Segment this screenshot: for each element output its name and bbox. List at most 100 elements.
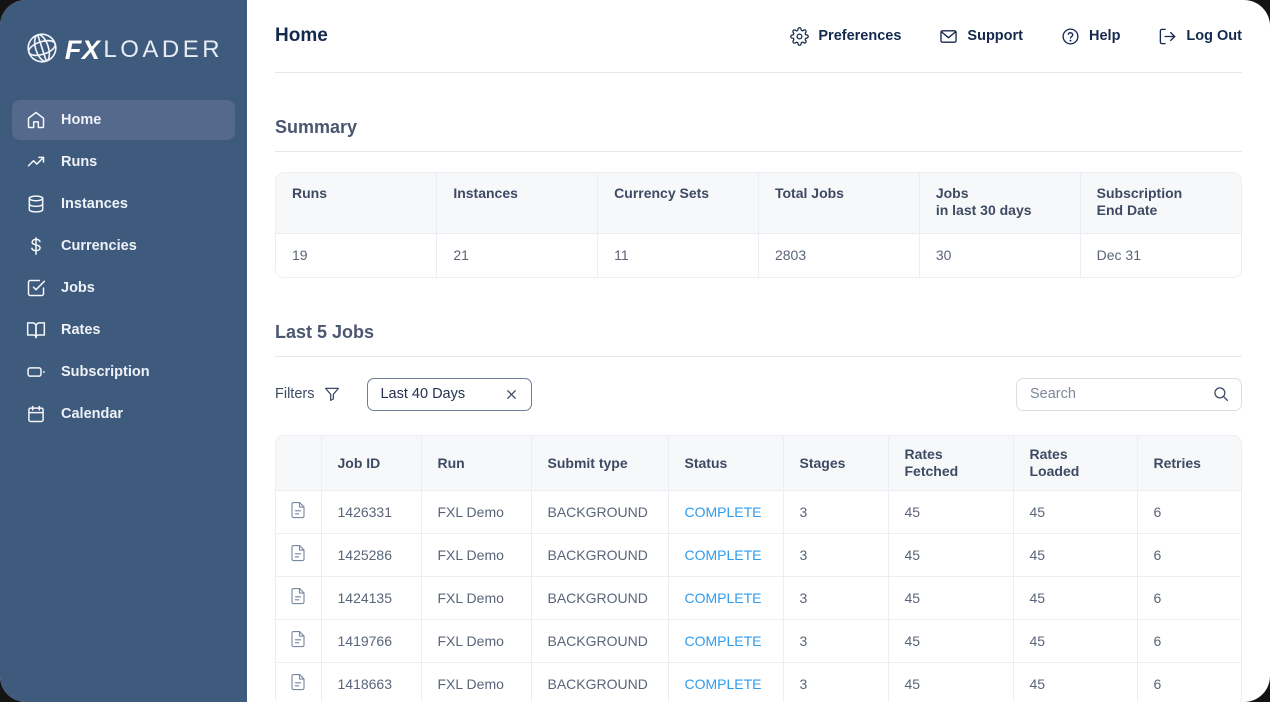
cell-retries: 6 — [1137, 620, 1242, 663]
top-bar: Home Preferences Support Help Log Out — [275, 0, 1242, 73]
cell-stages: 3 — [783, 491, 888, 534]
search-icon[interactable] — [1212, 385, 1230, 403]
cell-submit-type: BACKGROUND — [531, 620, 668, 663]
cell-rates-fetched: 45 — [888, 491, 1013, 534]
database-icon — [26, 194, 46, 214]
cell-stages: 3 — [783, 534, 888, 577]
sidebar-item-home[interactable]: Home — [12, 100, 235, 140]
search-box — [1016, 378, 1242, 411]
cell-rates-loaded: 45 — [1013, 620, 1137, 663]
filter-icon[interactable] — [323, 385, 341, 403]
dollar-icon — [26, 236, 46, 256]
job-log-cell[interactable] — [276, 534, 321, 577]
summary-value: 30 — [919, 234, 1080, 278]
brand-logo[interactable]: FX LOADER — [12, 28, 235, 72]
cell-rates-loaded: 45 — [1013, 491, 1137, 534]
cell-submit-type: BACKGROUND — [531, 663, 668, 702]
job-log-cell[interactable] — [276, 577, 321, 620]
sidebar: FX LOADER Home Runs Instances Currencies Job… — [0, 0, 247, 702]
summary-heading: Summary — [275, 115, 1242, 152]
sidebar-item-instances[interactable]: Instances — [12, 184, 235, 224]
cell-status[interactable]: COMPLETE — [668, 534, 783, 577]
table-row[interactable]: 1424135FXL DemoBACKGROUNDCOMPLETE345456 — [276, 577, 1242, 620]
cell-run: FXL Demo — [421, 534, 531, 577]
file-text-icon — [289, 673, 307, 691]
log-out-button[interactable]: Log Out — [1158, 27, 1242, 46]
jobs-col-header-rates-loaded: Rates Loaded — [1013, 436, 1137, 491]
cell-status[interactable]: COMPLETE — [668, 491, 783, 534]
sidebar-item-subscription[interactable]: Subscription — [12, 352, 235, 392]
sidebar-item-jobs[interactable]: Jobs — [12, 268, 235, 308]
summary-header-row: RunsInstancesCurrency SetsTotal JobsJobs… — [276, 173, 1241, 234]
preferences-button[interactable]: Preferences — [790, 27, 901, 46]
help-button[interactable]: Help — [1061, 27, 1120, 46]
cell-rates-fetched: 45 — [888, 534, 1013, 577]
job-log-cell[interactable] — [276, 620, 321, 663]
cell-job-id: 1419766 — [321, 620, 421, 663]
summary-col-header: Jobs in last 30 days — [919, 173, 1080, 234]
table-row[interactable]: 1419766FXL DemoBACKGROUNDCOMPLETE345456 — [276, 620, 1242, 663]
filter-chip-last-40-days[interactable]: Last 40 Days — [367, 378, 532, 411]
jobs-col-header-retries: Retries — [1137, 436, 1242, 491]
sidebar-item-label: Runs — [61, 154, 97, 170]
summary-value: 19 — [276, 234, 437, 278]
job-log-cell[interactable] — [276, 663, 321, 702]
cell-status[interactable]: COMPLETE — [668, 577, 783, 620]
table-row[interactable]: 1418663FXL DemoBACKGROUNDCOMPLETE345456 — [276, 663, 1242, 702]
jobs-table: Job IDRunSubmit typeStatusStagesRates Fe… — [276, 436, 1242, 702]
sidebar-item-runs[interactable]: Runs — [12, 142, 235, 182]
summary-value: 2803 — [758, 234, 919, 278]
jobs-table-wrap: Job IDRunSubmit typeStatusStagesRates Fe… — [275, 435, 1242, 702]
cell-status[interactable]: COMPLETE — [668, 663, 783, 702]
summary-col-header: Subscription End Date — [1080, 173, 1241, 234]
remove-filter-icon[interactable] — [504, 387, 519, 402]
sidebar-item-label: Calendar — [61, 406, 123, 422]
summary-table-wrap: RunsInstancesCurrency SetsTotal JobsJobs… — [275, 172, 1242, 278]
cell-run: FXL Demo — [421, 620, 531, 663]
cell-rates-loaded: 45 — [1013, 577, 1137, 620]
cell-rates-fetched: 45 — [888, 577, 1013, 620]
cell-job-id: 1418663 — [321, 663, 421, 702]
page-title: Home — [275, 25, 328, 47]
cell-rates-fetched: 45 — [888, 620, 1013, 663]
cell-run: FXL Demo — [421, 663, 531, 702]
log-out-icon — [1158, 27, 1177, 46]
top-action-label: Support — [967, 28, 1023, 44]
sidebar-item-rates[interactable]: Rates — [12, 310, 235, 350]
jobs-col-header-stages: Stages — [783, 436, 888, 491]
filter-row: Filters Last 40 Days — [275, 377, 1242, 411]
cell-stages: 3 — [783, 620, 888, 663]
sidebar-item-label: Instances — [61, 196, 128, 212]
cell-rates-fetched: 45 — [888, 663, 1013, 702]
search-input[interactable] — [1028, 385, 1204, 403]
last-jobs-section: Last 5 Jobs Filters Last 40 Days — [275, 320, 1242, 702]
cell-submit-type: BACKGROUND — [531, 491, 668, 534]
sidebar-item-calendar[interactable]: Calendar — [12, 394, 235, 434]
sidebar-item-label: Home — [61, 112, 101, 128]
trending-up-icon — [26, 152, 46, 172]
summary-col-header: Currency Sets — [598, 173, 759, 234]
sidebar-item-currencies[interactable]: Currencies — [12, 226, 235, 266]
job-log-cell[interactable] — [276, 491, 321, 534]
last-jobs-heading: Last 5 Jobs — [275, 320, 1242, 357]
calendar-icon — [26, 404, 46, 424]
table-row[interactable]: 1425286FXL DemoBACKGROUNDCOMPLETE345456 — [276, 534, 1242, 577]
top-actions: Preferences Support Help Log Out — [790, 27, 1242, 46]
cell-job-id: 1426331 — [321, 491, 421, 534]
app-window: FX LOADER Home Runs Instances Currencies Job… — [0, 0, 1270, 702]
top-action-label: Help — [1089, 28, 1120, 44]
table-row[interactable]: 1426331FXL DemoBACKGROUNDCOMPLETE345456 — [276, 491, 1242, 534]
summary-table: RunsInstancesCurrency SetsTotal JobsJobs… — [276, 173, 1241, 277]
book-open-icon — [26, 320, 46, 340]
summary-value: 21 — [437, 234, 598, 278]
top-action-label: Log Out — [1186, 28, 1242, 44]
summary-value: 11 — [598, 234, 759, 278]
cell-job-id: 1424135 — [321, 577, 421, 620]
jobs-col-header-rates-fetched: Rates Fetched — [888, 436, 1013, 491]
cell-status[interactable]: COMPLETE — [668, 620, 783, 663]
cell-run: FXL Demo — [421, 577, 531, 620]
jobs-col-header-run: Run — [421, 436, 531, 491]
support-button[interactable]: Support — [939, 27, 1023, 46]
brand-fx: FX — [65, 35, 101, 66]
sidebar-item-label: Jobs — [61, 280, 95, 296]
